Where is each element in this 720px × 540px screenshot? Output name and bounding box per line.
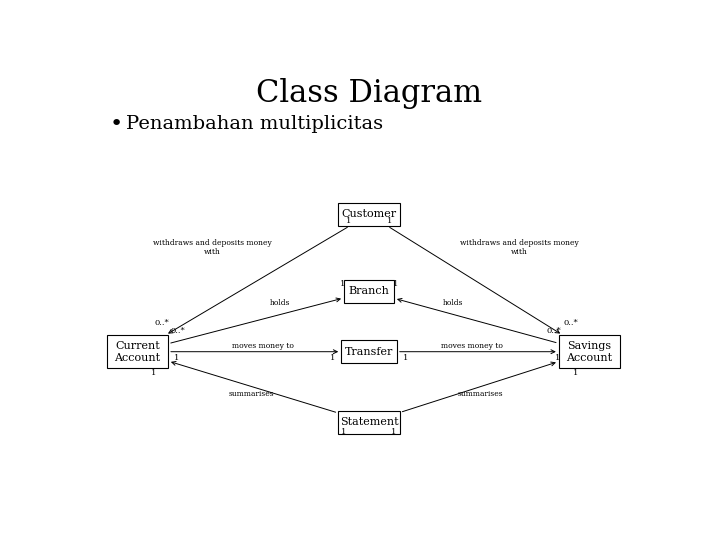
Text: Statement: Statement xyxy=(340,417,398,427)
Text: moves money to: moves money to xyxy=(232,342,294,350)
Text: Branch: Branch xyxy=(348,286,390,296)
Bar xyxy=(338,411,400,434)
Text: 0..*: 0..* xyxy=(154,320,168,327)
Text: 1: 1 xyxy=(393,280,398,288)
Text: Savings
Account: Savings Account xyxy=(567,341,613,362)
Text: Current
Account: Current Account xyxy=(114,341,161,362)
Text: 1: 1 xyxy=(330,354,336,361)
Text: Customer: Customer xyxy=(341,210,397,219)
Text: holds: holds xyxy=(443,299,463,307)
Text: 1: 1 xyxy=(346,217,351,225)
Text: 1: 1 xyxy=(392,428,397,436)
Text: 1: 1 xyxy=(555,354,560,361)
Text: Class Diagram: Class Diagram xyxy=(256,78,482,110)
Text: holds: holds xyxy=(269,299,290,307)
Bar xyxy=(338,203,400,226)
Text: withdraws and deposits money
with: withdraws and deposits money with xyxy=(460,239,579,256)
Text: 1: 1 xyxy=(402,354,408,361)
Bar xyxy=(344,280,394,303)
Text: withdraws and deposits money
with: withdraws and deposits money with xyxy=(153,239,272,256)
Text: summarises: summarises xyxy=(458,390,503,398)
Text: Penambahan multiplicitas: Penambahan multiplicitas xyxy=(126,115,383,133)
Text: 0..*: 0..* xyxy=(171,327,186,335)
Text: 0..*: 0..* xyxy=(564,320,578,327)
Text: 1: 1 xyxy=(340,280,345,288)
Text: 1: 1 xyxy=(387,217,392,225)
Bar xyxy=(107,335,168,368)
Text: 1: 1 xyxy=(573,369,578,377)
Text: 0..*: 0..* xyxy=(547,327,562,335)
Text: Transfer: Transfer xyxy=(345,347,393,357)
Bar xyxy=(559,335,620,368)
Text: summarises: summarises xyxy=(229,390,274,398)
Text: 1: 1 xyxy=(151,369,157,377)
Text: moves money to: moves money to xyxy=(441,342,503,350)
Text: 1: 1 xyxy=(341,428,346,436)
Text: 1: 1 xyxy=(174,354,179,361)
Text: •: • xyxy=(109,114,123,134)
Bar xyxy=(341,340,397,363)
